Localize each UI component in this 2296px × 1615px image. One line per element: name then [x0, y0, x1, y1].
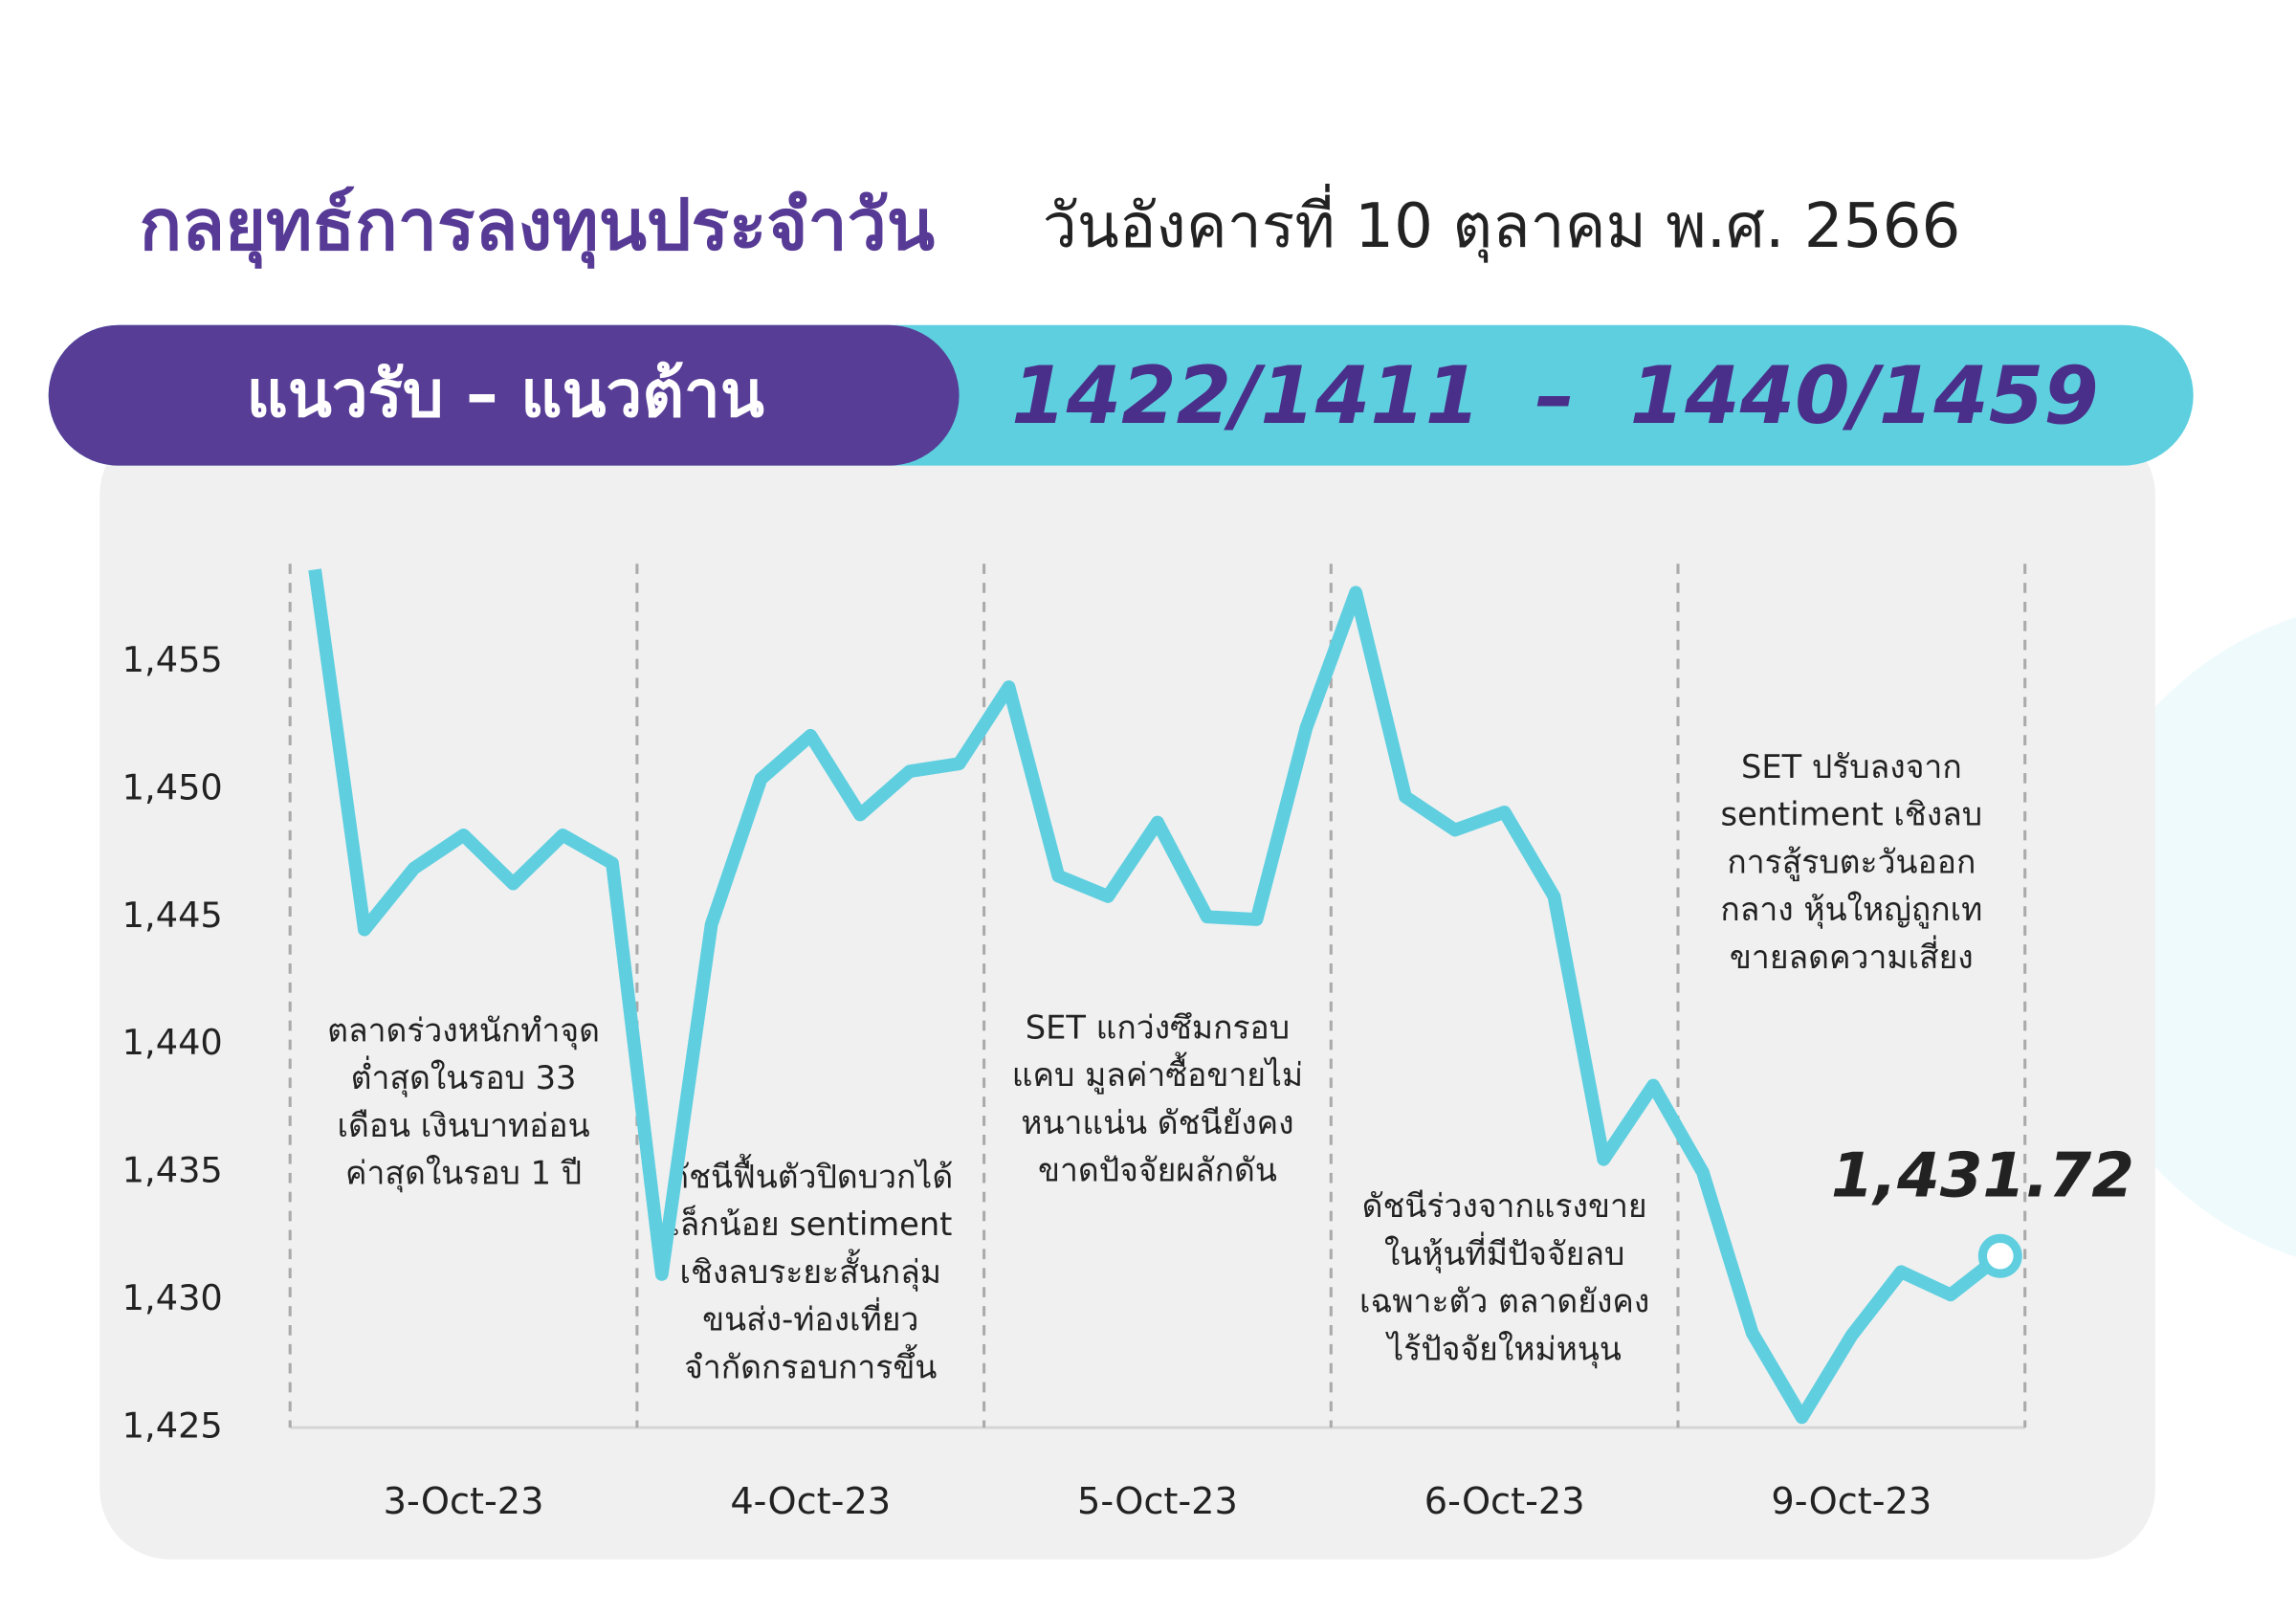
note: เล็กน้อย sentiment — [669, 1205, 952, 1243]
note: ตลาดร่วงหนักทำจุด — [327, 1011, 600, 1050]
y-tick-label: 1,445 — [122, 895, 223, 936]
note: แคบ มูลค่าซื้อขายไม่ — [1012, 1051, 1303, 1095]
y-tick-label: 1,450 — [122, 766, 223, 808]
note: ขาดปัจจัยผลักดัน — [1038, 1152, 1277, 1189]
note: ไร้ปัจจัยใหม่หนุน — [1384, 1330, 1622, 1368]
end-label: 1,431.72 — [1831, 1140, 2134, 1212]
note: ขายลดความเสี่ยง — [1730, 935, 1974, 976]
note: ต่ำสุดในรอบ 33 — [351, 1055, 577, 1097]
end-marker — [1977, 1233, 2022, 1278]
y-tick-label: 1,455 — [122, 639, 223, 680]
x-tick-label: 9-Oct-23 — [1771, 1480, 1932, 1523]
note: หนาแน่น ดัชนียังคง — [1021, 1104, 1293, 1141]
note: SET ปรับลงจาก — [1741, 748, 1962, 785]
x-tick-label: 3-Oct-23 — [384, 1480, 544, 1523]
note: ขนส่ง-ท่องเที่ยว — [702, 1297, 918, 1338]
note: เดือน เงินบาทอ่อน — [337, 1107, 589, 1144]
y-tick-label: 1,425 — [122, 1405, 223, 1447]
x-tick-label: 4-Oct-23 — [730, 1480, 891, 1523]
chart-panel — [99, 424, 2155, 1560]
note: sentiment เชิงลบ — [1721, 796, 1983, 833]
note: จำกัดกรอบการขึ้น — [684, 1343, 937, 1385]
note: เชิงลบระยะสั้นกลุ่ม — [680, 1249, 941, 1292]
note: ค่าสุดในรอบ 1 ปี — [345, 1155, 582, 1193]
x-tick-label: 6-Oct-23 — [1424, 1480, 1585, 1523]
note: SET แกว่งซึมกรอบ — [1026, 1008, 1290, 1046]
note: การสู้รบตะวันออก — [1727, 843, 1976, 881]
date: วันอังคารที่ 10 ตุลาคม พ.ศ. 2566 — [1043, 184, 1961, 263]
price-line — [308, 568, 2005, 1425]
y-tick-label: 1,435 — [122, 1150, 223, 1191]
note: ดัชนีฟื้นตัวปิดบวกได้ — [668, 1153, 953, 1195]
y-tick-label: 1,440 — [122, 1022, 223, 1063]
note: เฉพาะตัว ตลาดยังคง — [1359, 1283, 1649, 1320]
note: ดัชนีร่วงจากแรงขาย — [1362, 1187, 1647, 1225]
note: กลาง หุ้นใหญ่ถูกเท — [1720, 891, 1982, 929]
band-label-bg — [48, 324, 960, 466]
y-tick-label: 1,430 — [122, 1277, 223, 1318]
note: ในหุ้นที่มีปัจจัยลบ — [1384, 1231, 1625, 1273]
x-tick-label: 5-Oct-23 — [1077, 1480, 1238, 1523]
band-range: 1422/1411 – 1440/1459 — [1011, 350, 2099, 442]
title: กลยุทธ์การลงทุนประจำวัน — [140, 185, 936, 269]
band-label: แนวรับ – แนวต้าน — [246, 357, 763, 431]
